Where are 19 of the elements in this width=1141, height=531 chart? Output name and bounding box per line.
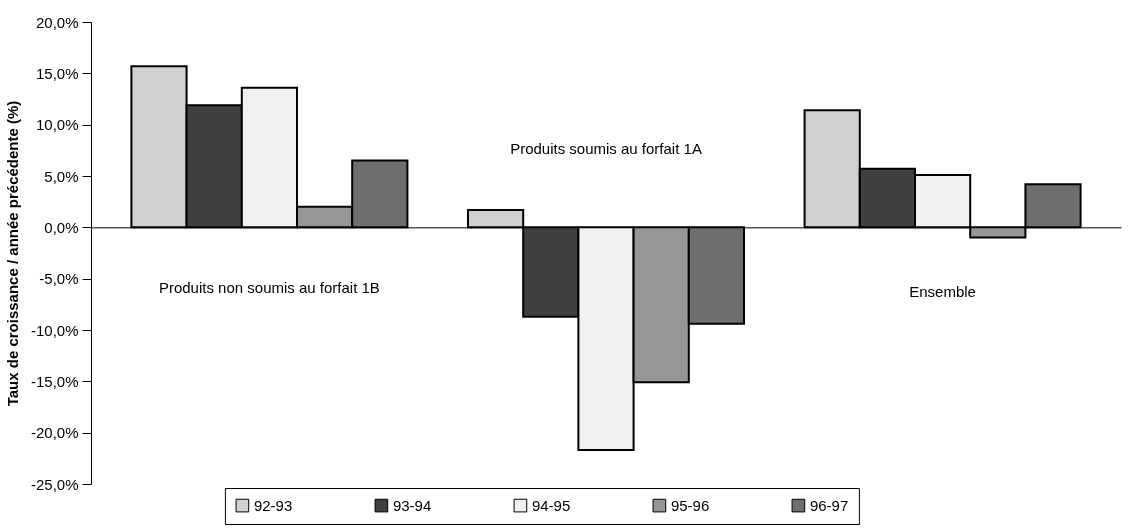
y-tick-label: 0,0% [44,218,79,236]
legend-label: 95-96 [670,496,710,514]
y-tick-label: 10,0% [35,116,79,134]
y-tick-label: -15,0% [30,372,79,390]
y-tick-label: -5,0% [39,270,79,288]
legend-label: 96-97 [809,496,849,514]
y-tick-label: -10,0% [30,321,79,339]
annotation: Produits non soumis au forfait 1B [158,278,380,296]
legend-label: 92-93 [253,496,293,514]
y-tick-label: 20,0% [35,13,79,31]
legend-label: 94-95 [531,496,571,514]
legend-label: 93-94 [392,496,432,514]
annotation: Ensemble [909,283,976,301]
y-tick-label: -20,0% [30,424,79,442]
y-tick-label: 15,0% [35,64,79,82]
y-tick-label: -25,0% [30,475,79,493]
y-tick-label: 5,0% [44,167,79,185]
y-axis-title: Taux de croissance / année précédente (%) [3,100,21,407]
annotation: Produits soumis au forfait 1A [510,140,702,158]
